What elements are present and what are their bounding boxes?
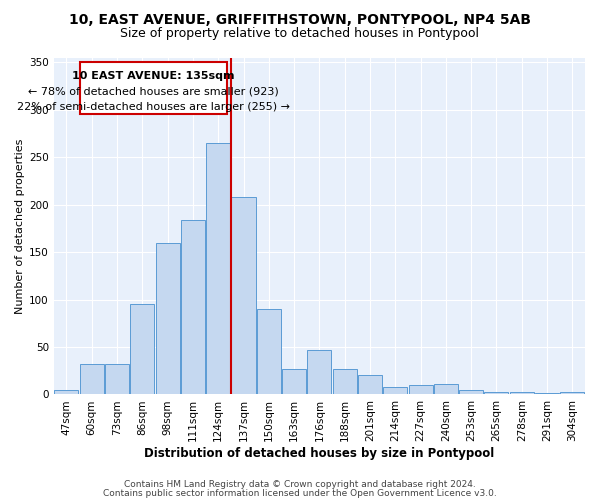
Y-axis label: Number of detached properties: Number of detached properties (15, 138, 25, 314)
Bar (155, 242, 179, 394)
Bar (55, 390, 79, 394)
Bar (484, 392, 508, 394)
Bar (206, 143, 230, 395)
Bar (257, 309, 281, 394)
Text: 10, EAST AVENUE, GRIFFITHSTOWN, PONTYPOOL, NP4 5AB: 10, EAST AVENUE, GRIFFITHSTOWN, PONTYPOO… (69, 12, 531, 26)
X-axis label: Distribution of detached houses by size in Pontypool: Distribution of detached houses by size … (144, 447, 494, 460)
Text: Contains HM Land Registry data © Crown copyright and database right 2024.: Contains HM Land Registry data © Crown c… (124, 480, 476, 489)
Text: 10 EAST AVENUE: 135sqm: 10 EAST AVENUE: 135sqm (73, 71, 235, 81)
Bar (383, 387, 407, 394)
Bar (560, 392, 584, 394)
Text: 22% of semi-detached houses are larger (255) →: 22% of semi-detached houses are larger (… (17, 102, 290, 112)
Bar (409, 385, 433, 394)
Bar (181, 220, 205, 394)
Bar (434, 384, 458, 394)
Bar (232, 197, 256, 394)
Bar (358, 376, 382, 394)
Text: ← 78% of detached houses are smaller (923): ← 78% of detached houses are smaller (92… (28, 86, 279, 97)
FancyBboxPatch shape (80, 62, 227, 114)
Bar (510, 392, 534, 394)
Text: Size of property relative to detached houses in Pontypool: Size of property relative to detached ho… (121, 28, 479, 40)
Bar (459, 390, 483, 394)
Bar (282, 369, 306, 394)
Bar (80, 364, 104, 394)
Bar (332, 369, 357, 394)
Text: Contains public sector information licensed under the Open Government Licence v3: Contains public sector information licen… (103, 488, 497, 498)
Bar (105, 364, 129, 394)
Bar (307, 350, 331, 395)
Bar (130, 304, 154, 394)
Bar (535, 392, 559, 394)
